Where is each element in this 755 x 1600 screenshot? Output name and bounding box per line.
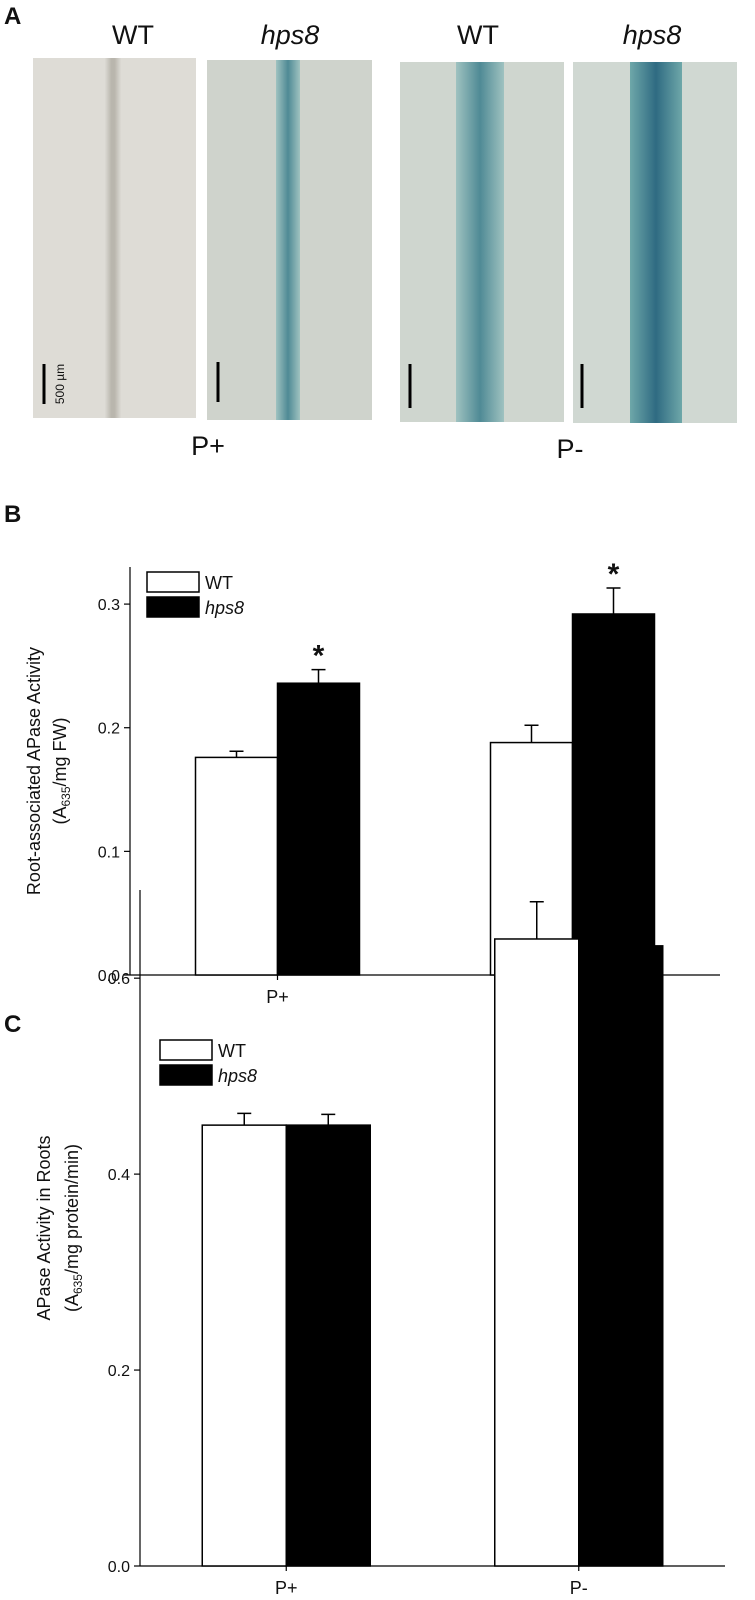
photo bbox=[400, 62, 564, 422]
significance-mark: * bbox=[608, 558, 620, 591]
error-bar bbox=[524, 724, 539, 743]
photo-label: hps8 bbox=[623, 20, 682, 50]
bar bbox=[276, 682, 361, 976]
error-bar bbox=[229, 750, 244, 758]
y-tick-label: 0.0 bbox=[108, 1559, 130, 1576]
legend-label: hps8 bbox=[218, 1066, 257, 1086]
y-axis-unit-part: /mg FW) bbox=[50, 717, 70, 786]
y-axis-label: Root-associated APase Activity bbox=[24, 647, 44, 895]
legend-swatch bbox=[146, 596, 200, 618]
legend-swatch bbox=[159, 1064, 213, 1086]
error-bar bbox=[529, 901, 544, 939]
y-axis-label: APase Activity in Roots bbox=[34, 1135, 54, 1320]
photo-label: WT bbox=[457, 20, 499, 50]
y-axis-unit-part: (A bbox=[62, 1294, 82, 1312]
y-axis-unit: (A635/mg FW) bbox=[50, 717, 73, 824]
y-tick-label: 0.6 bbox=[108, 971, 130, 988]
bar bbox=[285, 1124, 371, 1567]
error-bar bbox=[606, 587, 621, 614]
bar bbox=[201, 1124, 287, 1567]
legend-label: WT bbox=[218, 1041, 246, 1061]
group-label: P- bbox=[557, 434, 584, 464]
group-label: P+ bbox=[191, 431, 225, 461]
error-bar bbox=[311, 668, 326, 684]
panel-letter: B bbox=[4, 501, 21, 528]
x-tick-label: P- bbox=[570, 1578, 588, 1598]
photo-label: WT bbox=[112, 20, 154, 50]
photo bbox=[207, 60, 372, 420]
photo bbox=[33, 58, 196, 418]
bar bbox=[494, 938, 580, 1567]
error-bar bbox=[613, 940, 628, 946]
y-tick-label: 0.3 bbox=[98, 597, 120, 614]
y-axis-unit-part: /mg protein/min) bbox=[62, 1144, 82, 1274]
bar bbox=[194, 756, 279, 976]
bar bbox=[578, 945, 664, 1567]
legend-label: hps8 bbox=[205, 598, 244, 618]
legend-swatch bbox=[146, 571, 200, 593]
error-bar bbox=[237, 1112, 252, 1126]
y-axis-unit: (A635/mg protein/min) bbox=[62, 1144, 85, 1312]
y-axis-unit-part: 635 bbox=[71, 1274, 85, 1294]
bar bbox=[571, 613, 656, 976]
y-tick-label: 0.2 bbox=[98, 721, 120, 738]
significance-mark: * bbox=[313, 640, 325, 673]
y-axis-unit-part: (A bbox=[50, 807, 70, 825]
x-tick-label: P+ bbox=[266, 987, 289, 1007]
bar bbox=[489, 741, 574, 976]
error-bar bbox=[321, 1113, 336, 1126]
photo-label: hps8 bbox=[261, 20, 320, 50]
legend-label: WT bbox=[205, 573, 233, 593]
y-tick-label: 0.2 bbox=[108, 1363, 130, 1380]
photo bbox=[573, 62, 737, 423]
legend-swatch bbox=[159, 1039, 213, 1061]
panel-letter: C bbox=[4, 1011, 21, 1038]
panel-letter: A bbox=[4, 3, 21, 30]
y-tick-label: 0.4 bbox=[108, 1167, 130, 1184]
y-tick-label: 0.0 bbox=[98, 968, 120, 985]
y-axis-unit-part: 635 bbox=[59, 786, 73, 806]
x-tick-label: P+ bbox=[275, 1578, 298, 1598]
scale-bar-label: 500 µm bbox=[53, 364, 67, 404]
y-tick-label: 0.1 bbox=[98, 844, 120, 861]
